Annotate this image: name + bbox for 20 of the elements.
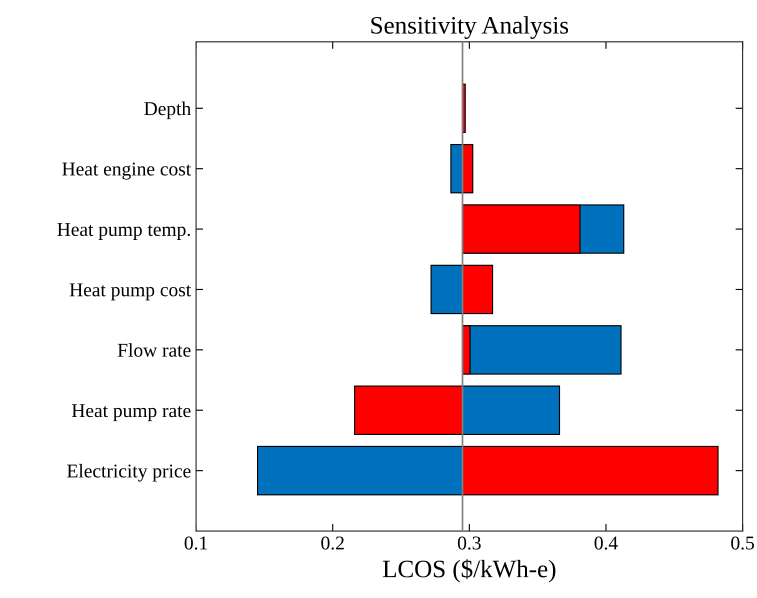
- chart-title: Sensitivity Analysis: [371, 16, 568, 39]
- y-tick-label: Heat pump temp.: [57, 223, 190, 240]
- bar: [354, 386, 464, 435]
- y-tick-label: Flow rate: [118, 343, 191, 357]
- x-tick-label: 0.5: [731, 536, 754, 550]
- bar: [462, 264, 494, 314]
- y-tick-label: Heat pump cost: [70, 283, 192, 300]
- bar: [430, 264, 464, 314]
- y-tick-label: Depth: [144, 102, 191, 120]
- bar: [462, 446, 719, 496]
- x-tick-label: 0.1: [184, 536, 208, 550]
- y-tick-label: Heat engine cost: [62, 162, 192, 180]
- bar: [256, 446, 464, 496]
- x-tick-label: 0.4: [594, 536, 618, 550]
- x-tick-label: 0.3: [458, 536, 481, 550]
- x-axis-title: LCOS ($/kWh-e): [382, 559, 556, 582]
- x-tick-label: 0.2: [321, 536, 344, 550]
- y-tick-label: Heat pump rate: [72, 404, 191, 422]
- y-tick-label: Electricity price: [67, 464, 191, 482]
- bar: [462, 386, 560, 435]
